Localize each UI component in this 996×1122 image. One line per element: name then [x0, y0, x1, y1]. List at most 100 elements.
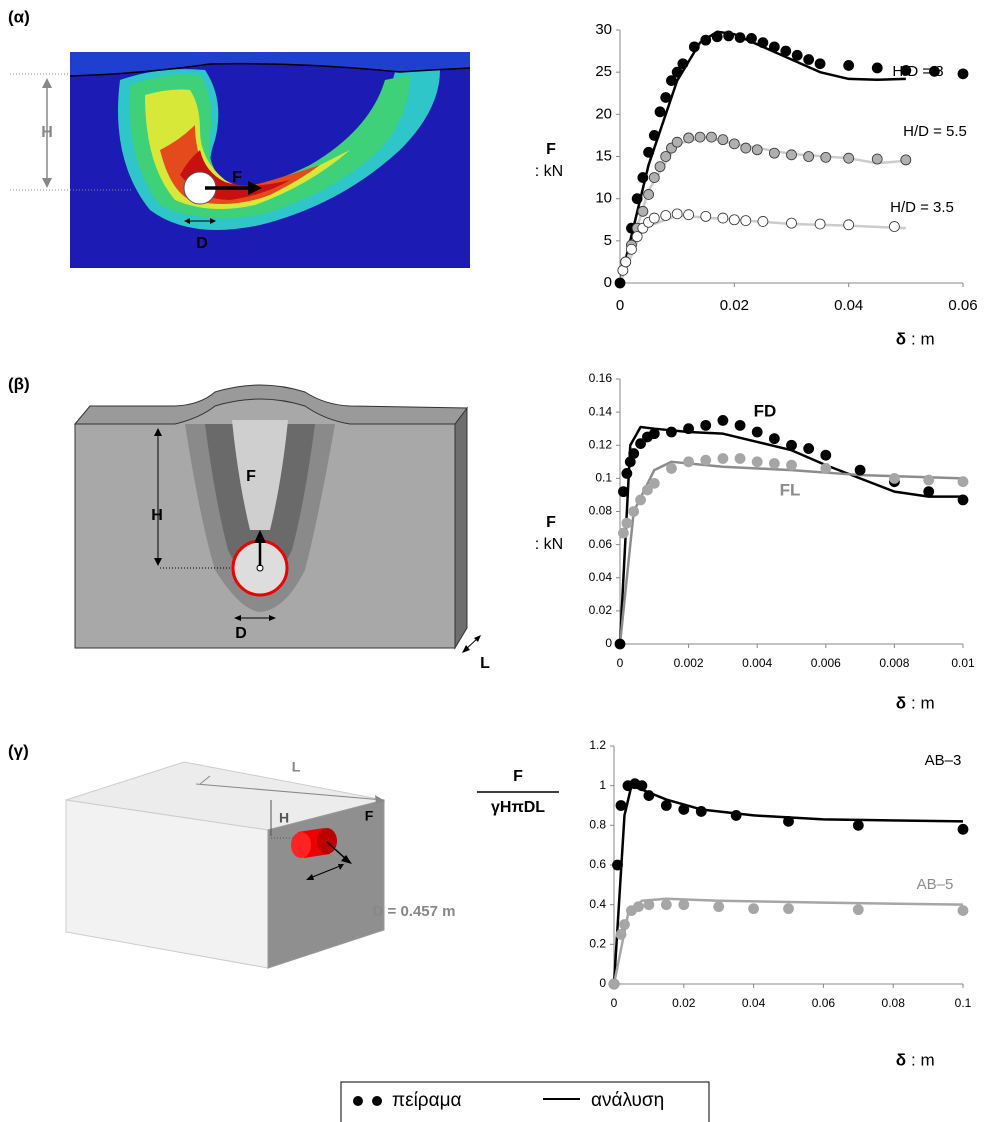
- experiment-point: [648, 172, 660, 183]
- experiment-point: [700, 34, 712, 46]
- experiment-point: [654, 106, 666, 118]
- contour-illustration: [10, 52, 471, 268]
- y-tick-label: 0.14: [589, 404, 613, 418]
- y-tick-label: 5: [604, 232, 612, 249]
- experiment-point: [803, 443, 815, 454]
- experiment-point: [631, 231, 643, 243]
- x-tick-label: 0.04: [742, 996, 766, 1010]
- x-tick-label: 0.06: [948, 297, 977, 314]
- experiment-point: [734, 32, 746, 43]
- experiment-point: [660, 800, 672, 811]
- experiment-point: [889, 221, 900, 232]
- legend: [340, 1081, 710, 1122]
- experiment-point: [751, 144, 763, 156]
- x-axis-unit: : m: [911, 1050, 935, 1069]
- y-axis-label: F: [546, 141, 556, 158]
- experiment-point: [740, 215, 752, 226]
- experiment-point: [706, 131, 717, 143]
- experiment-point: [751, 426, 763, 438]
- experiment-point: [889, 472, 900, 484]
- series-label: AB–5: [917, 876, 954, 893]
- experiment-point: [700, 454, 712, 466]
- x-axis-unit: : m: [911, 329, 935, 348]
- y-tick-label: 1: [599, 778, 606, 792]
- panel-label: (γ): [8, 741, 29, 760]
- experiment-point: [717, 453, 729, 464]
- experiment-point: [666, 463, 677, 474]
- x-tick-label: 0: [617, 656, 624, 670]
- analysis-curve: [618, 460, 964, 645]
- series-label: H/D = 8: [892, 63, 943, 80]
- experiment-point: [677, 58, 689, 70]
- experiment-point: [683, 423, 694, 435]
- experiment-point: [786, 459, 797, 471]
- annotation: D = 0.457 m: [373, 903, 456, 920]
- x-axis-label: δ: [896, 329, 906, 348]
- soil-block-illustration: [73, 384, 481, 653]
- x-tick-label: 0.006: [811, 656, 841, 670]
- y-tick-label: 15: [595, 147, 612, 164]
- experiment-point: [678, 899, 690, 911]
- y-tick-label: 0.2: [589, 937, 606, 951]
- experiment-point: [786, 439, 797, 451]
- y-axis-unit: : kN: [535, 163, 563, 180]
- y-tick-label: 0: [605, 636, 612, 650]
- experiment-point: [803, 54, 815, 65]
- experiment-point: [717, 134, 729, 146]
- experiment-point: [780, 45, 792, 57]
- experiment-point: [723, 30, 735, 42]
- y-tick-label: 0: [604, 274, 612, 291]
- series-label: H/D = 5.5: [903, 123, 967, 140]
- experiment-point: [803, 151, 815, 162]
- experiment-point: [717, 415, 729, 426]
- annotation: D: [196, 235, 208, 252]
- y-tick-label: 0.04: [589, 570, 613, 584]
- experiment-point: [923, 486, 935, 498]
- experiment-point: [734, 453, 746, 464]
- experiment-point: [900, 65, 912, 76]
- experiment-point: [768, 147, 780, 159]
- experiment-point: [643, 790, 655, 801]
- experiment-point: [900, 154, 912, 166]
- experiment-point: [957, 476, 969, 488]
- experiment-point: [783, 815, 794, 827]
- experiment-point: [791, 49, 803, 61]
- experiment-point: [748, 903, 759, 915]
- experiment-point: [843, 152, 855, 164]
- x-tick-label: 0.04: [834, 297, 863, 314]
- experiment-point: [633, 901, 644, 913]
- y-tick-label: 0.08: [589, 504, 613, 518]
- experiment-point: [683, 456, 694, 468]
- experiment-point: [635, 494, 646, 506]
- x-tick-label: 0.06: [812, 996, 836, 1010]
- experiment-point: [700, 210, 712, 222]
- experiment-point: [671, 66, 683, 78]
- legend-label: ανάλυση: [591, 1090, 664, 1111]
- annotation: D: [235, 625, 247, 642]
- y-tick-label: 0.06: [589, 537, 613, 551]
- annotation: L: [480, 655, 490, 672]
- experiment-point: [728, 214, 740, 226]
- experiment-point: [768, 433, 780, 445]
- experiment-point: [843, 60, 855, 71]
- experiment-point: [688, 41, 700, 53]
- y-axis-label: F: [513, 768, 523, 785]
- experiment-point: [671, 136, 683, 148]
- experiment-point: [608, 978, 620, 990]
- experiment-point: [637, 172, 649, 183]
- experiment-point: [660, 92, 672, 103]
- x-tick-label: 0.004: [742, 656, 772, 670]
- y-tick-label: 0.02: [589, 603, 613, 617]
- annotation: F: [232, 169, 242, 186]
- y-axis-label-denominator: γHπDL: [491, 799, 545, 816]
- y-tick-label: 25: [595, 63, 612, 80]
- experiment-point: [654, 161, 666, 173]
- experiment-point: [660, 210, 672, 221]
- y-tick-label: 20: [595, 105, 612, 122]
- experiment-point: [843, 219, 855, 231]
- experiment-point: [628, 506, 640, 517]
- y-tick-label: 10: [595, 190, 612, 207]
- experiment-point: [923, 474, 935, 486]
- experiment-point: [757, 37, 769, 49]
